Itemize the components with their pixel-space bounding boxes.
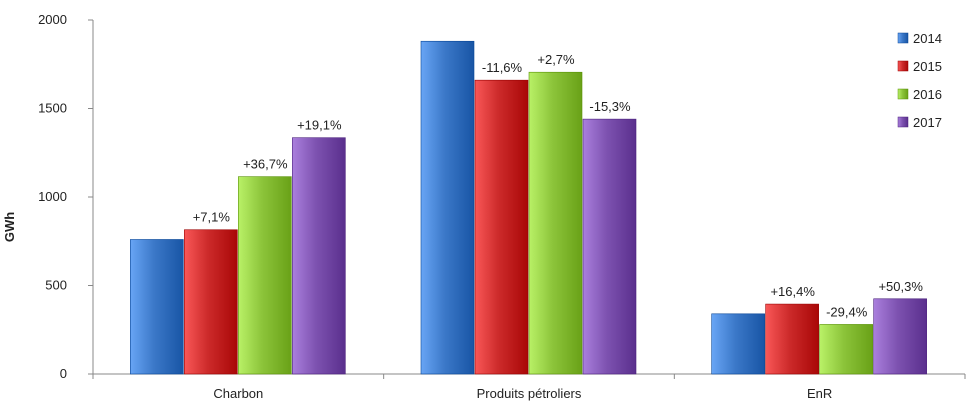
y-tick-label: 1500 <box>38 101 67 116</box>
bar-2015-1 <box>184 229 238 375</box>
bar-2017-1 <box>292 137 346 375</box>
data-labels: +7,1% +36,7% +19,1% -11,6% +2,7% -15,3% +16,4%… <box>193 52 924 319</box>
axes: 0 500 1000 1500 2000 GWh Charbon Produits pétro… <box>2 12 966 401</box>
bar-2017-2 <box>582 118 637 375</box>
category-label: Produits pétroliers <box>477 386 582 401</box>
category-label: Charbon <box>213 386 263 401</box>
bar-2014-2 <box>420 40 475 375</box>
bar-2016-1 <box>238 176 292 375</box>
legend-swatch <box>897 60 909 72</box>
legend-label: 2016 <box>913 87 942 102</box>
category-label: EnR <box>807 386 832 401</box>
legend-label: 2015 <box>913 59 942 74</box>
legend-label: 2014 <box>913 31 942 46</box>
data-label: -15,3% <box>589 99 631 114</box>
legend: 2014 2015 2016 2017 <box>897 31 942 130</box>
data-label: +7,1% <box>193 210 231 225</box>
bar-2015-3 <box>765 303 819 375</box>
y-axis-title: GWh <box>2 212 17 242</box>
data-label: +36,7% <box>243 157 288 172</box>
data-label: +19,1% <box>297 118 342 133</box>
data-label: -11,6% <box>482 60 523 75</box>
bar-2015-2 <box>474 79 529 375</box>
legend-swatch <box>897 32 909 44</box>
bar-2014-1 <box>130 239 184 375</box>
data-label: +16,4% <box>770 284 815 299</box>
data-label: +2,7% <box>537 52 575 67</box>
bar-2017-3 <box>873 298 927 375</box>
bars <box>130 40 927 375</box>
data-label: +50,3% <box>878 279 923 294</box>
bar-2014-3 <box>711 313 765 375</box>
bar-2016-2 <box>528 71 583 375</box>
y-tick-label: 500 <box>45 278 67 293</box>
legend-swatch <box>897 116 909 128</box>
legend-swatch <box>897 88 909 100</box>
data-label: -29,4% <box>826 304 868 319</box>
legend-label: 2017 <box>913 115 942 130</box>
y-tick-label: 0 <box>60 366 67 381</box>
y-tick-label: 2000 <box>38 12 67 27</box>
bar-2016-3 <box>819 324 873 375</box>
y-tick-label: 1000 <box>38 189 67 204</box>
